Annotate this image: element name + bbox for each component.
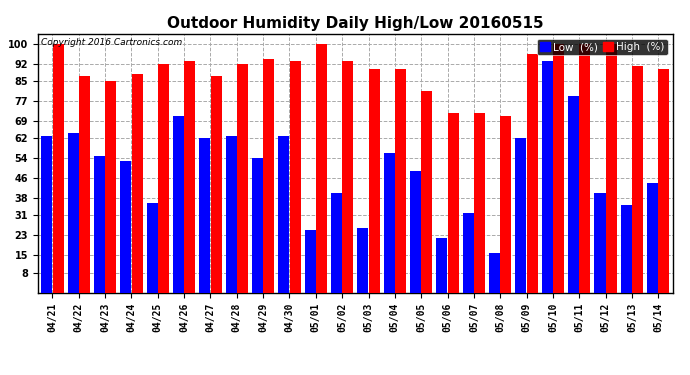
Bar [132,74,143,292]
Bar [595,193,606,292]
Bar [263,58,275,292]
Bar [199,138,210,292]
Bar [184,61,195,292]
Bar [526,54,538,292]
Bar [621,206,632,292]
Bar [647,183,658,292]
Bar [474,113,485,292]
Bar [331,193,342,292]
Bar [395,69,406,292]
Bar [422,91,433,292]
Bar [436,238,448,292]
Bar [147,203,158,292]
Bar [500,116,511,292]
Bar [542,61,553,292]
Bar [342,61,353,292]
Bar [606,44,617,292]
Bar [410,171,421,292]
Legend: Low  (%), High  (%): Low (%), High (%) [537,39,667,55]
Text: Copyright 2016 Cartronics.com: Copyright 2016 Cartronics.com [41,38,182,46]
Bar [94,156,105,292]
Bar [158,64,169,292]
Bar [568,96,579,292]
Bar [278,136,289,292]
Bar [316,44,327,292]
Bar [580,44,591,292]
Bar [357,228,368,292]
Bar [658,69,669,292]
Bar [52,44,63,292]
Bar [210,76,221,292]
Bar [120,160,131,292]
Title: Outdoor Humidity Daily High/Low 20160515: Outdoor Humidity Daily High/Low 20160515 [167,16,544,31]
Bar [105,81,116,292]
Bar [515,138,526,292]
Bar [305,230,316,292]
Bar [226,136,237,292]
Bar [237,64,248,292]
Bar [68,133,79,292]
Bar [173,116,184,292]
Bar [463,213,474,292]
Bar [252,158,263,292]
Bar [489,253,500,292]
Bar [290,61,301,292]
Bar [553,44,564,292]
Bar [448,113,459,292]
Bar [632,66,643,292]
Bar [79,76,90,292]
Bar [384,153,395,292]
Bar [368,69,380,292]
Bar [41,136,52,292]
